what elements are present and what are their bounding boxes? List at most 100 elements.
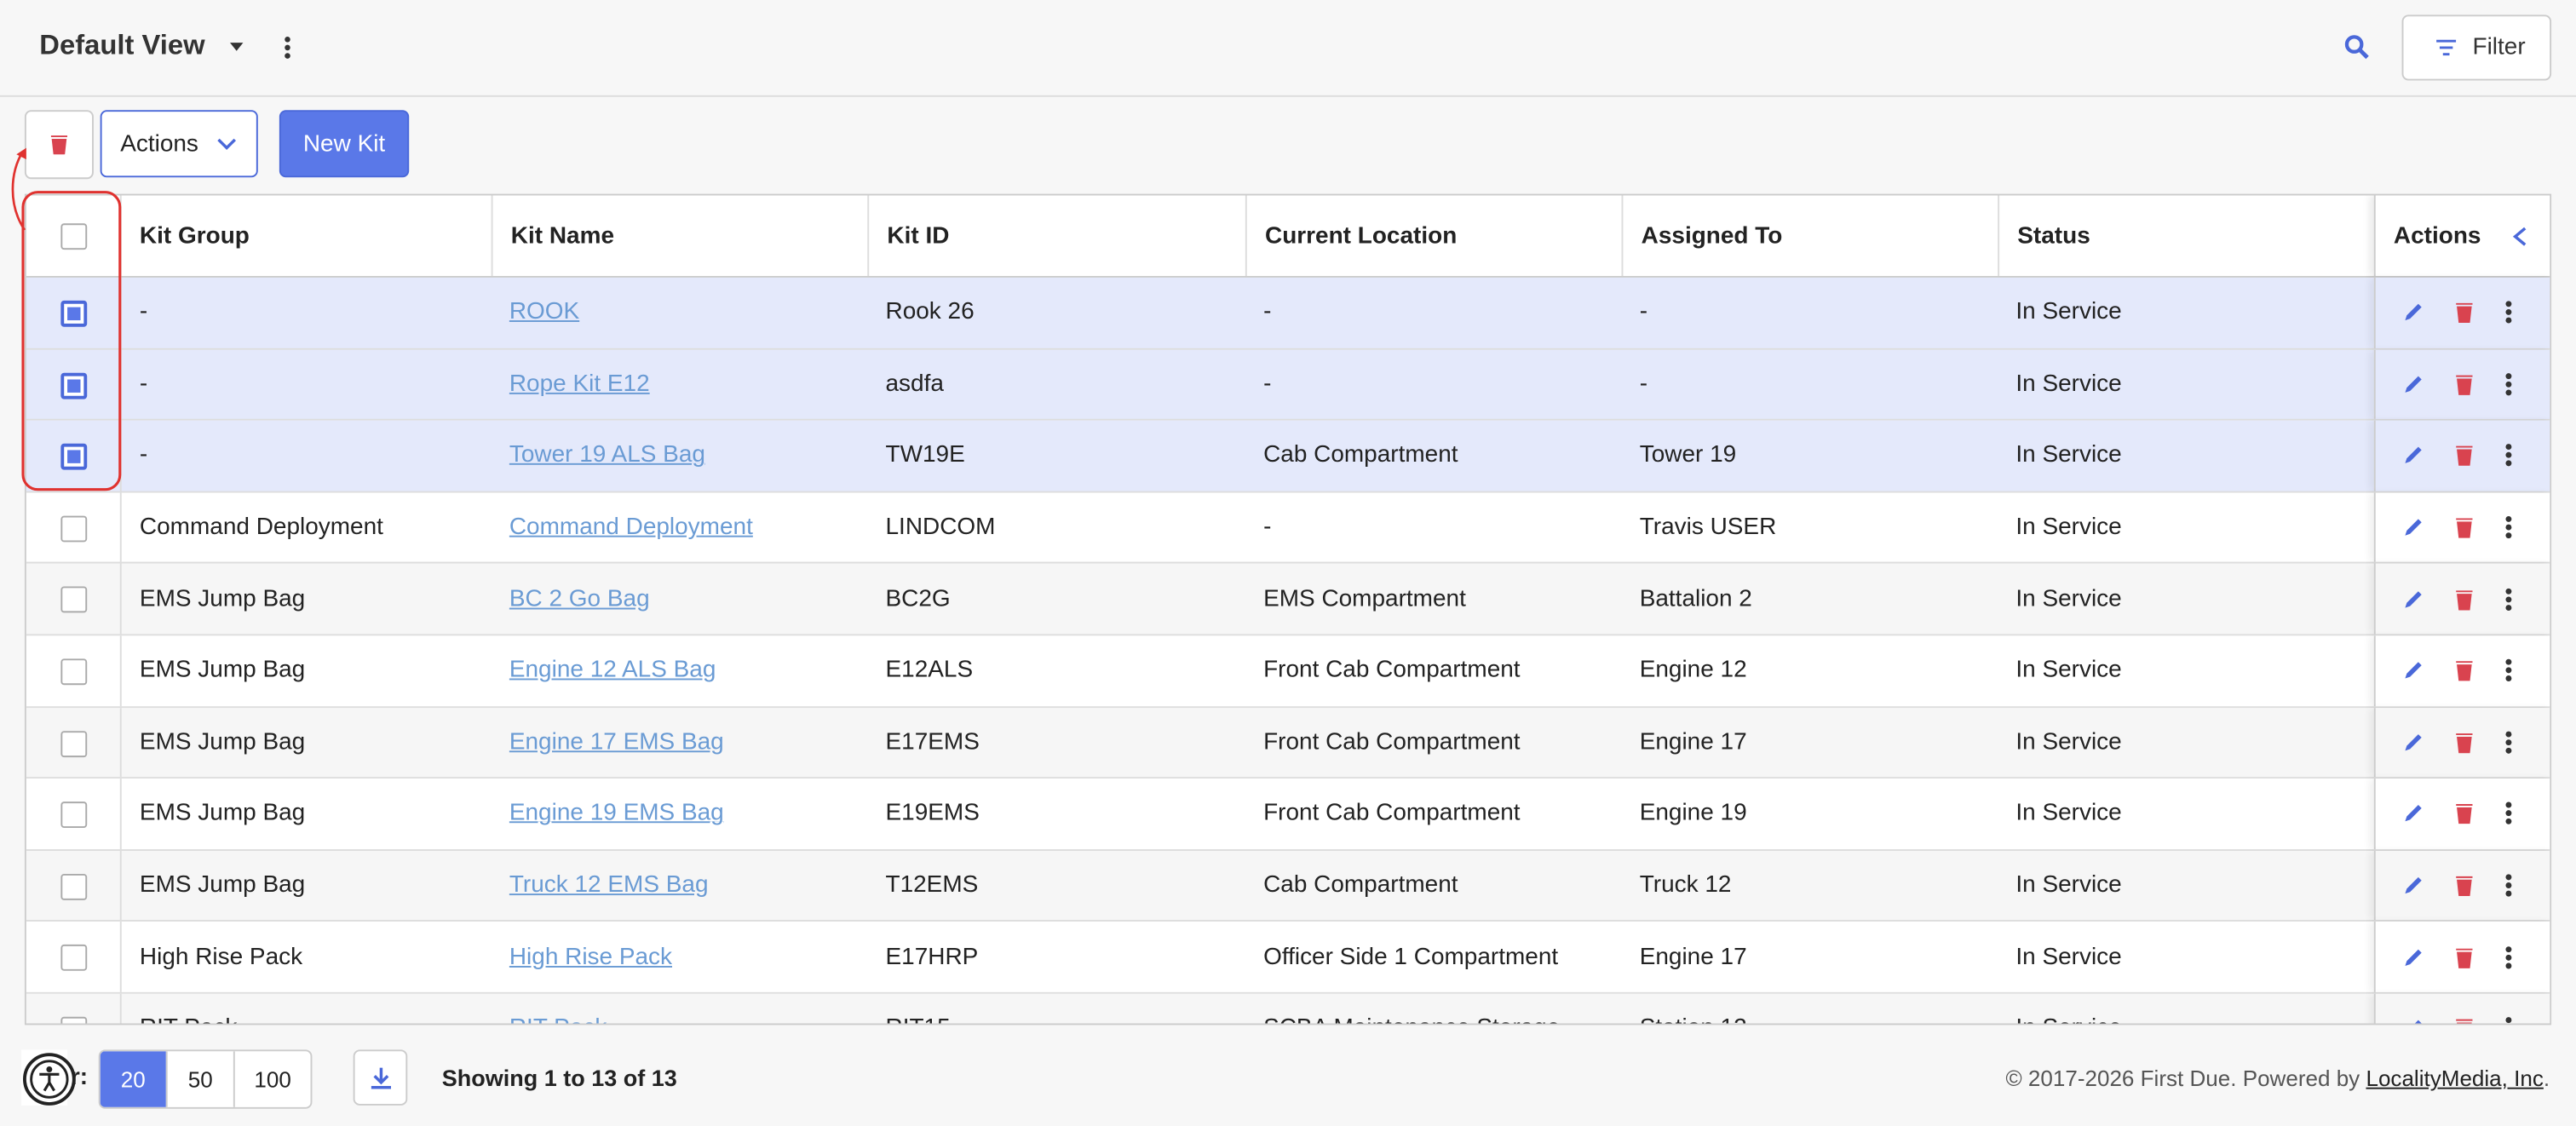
page-size-option[interactable]: 50 — [165, 1051, 233, 1107]
more-icon[interactable] — [2504, 801, 2514, 827]
cell: In Service — [2015, 658, 2122, 684]
edit-icon[interactable] — [2402, 516, 2425, 539]
filter-label: Filter — [2472, 34, 2526, 61]
cell: Command Deployment — [492, 492, 868, 562]
row-checkbox[interactable] — [60, 873, 88, 900]
kit-link[interactable]: Engine 19 EMS Bag — [509, 801, 724, 828]
row-checkbox[interactable] — [60, 730, 88, 757]
more-icon[interactable] — [2504, 658, 2514, 684]
table-row: EMS Jump Bag BC 2 Go Bag BC2G EMS Compartme… — [26, 564, 2550, 636]
more-icon[interactable] — [2504, 443, 2514, 469]
table-row: Command Deployment Command Deployment LIND… — [26, 492, 2550, 565]
company-link[interactable]: LocalityMedia, Inc — [2366, 1066, 2544, 1091]
cell: E17HRP — [885, 944, 979, 971]
download-button[interactable] — [353, 1049, 408, 1106]
more-icon[interactable] — [2504, 872, 2514, 899]
cell: Tower 19 — [1639, 442, 1737, 469]
more-icon[interactable] — [2504, 1015, 2514, 1025]
edit-icon[interactable] — [2402, 302, 2425, 325]
collapse-icon[interactable] — [2510, 224, 2530, 247]
kit-link[interactable]: Rope Kit E12 — [509, 371, 650, 398]
delete-icon[interactable] — [2454, 373, 2474, 396]
cell: Cab Compartment — [1263, 872, 1458, 899]
edit-icon[interactable] — [2402, 588, 2425, 611]
search-icon[interactable] — [2343, 33, 2372, 63]
edit-icon[interactable] — [2402, 874, 2425, 897]
more-icon[interactable] — [2504, 944, 2514, 970]
kit-link[interactable]: BC 2 Go Bag — [509, 585, 650, 612]
cell: Engine 19 — [1639, 801, 1747, 828]
more-icon[interactable] — [2504, 586, 2514, 612]
delete-icon[interactable] — [2454, 731, 2474, 754]
more-icon[interactable] — [2504, 371, 2514, 398]
view-title[interactable]: Default View — [39, 29, 205, 61]
kit-link[interactable]: Engine 17 EMS Bag — [509, 729, 724, 755]
more-icon[interactable] — [2504, 300, 2514, 326]
accessibility-button[interactable] — [21, 1051, 78, 1107]
edit-icon[interactable] — [2402, 945, 2425, 968]
cell: Command Deployment — [119, 492, 492, 563]
column-header: Kit Name — [491, 195, 868, 276]
row-checkbox[interactable] — [60, 515, 88, 543]
row-checkbox[interactable] — [60, 1016, 88, 1024]
cell: In Service — [2015, 729, 2122, 755]
edit-icon[interactable] — [2402, 802, 2425, 825]
table-row: High Rise Pack High Rise Pack E17HRP Office… — [26, 922, 2550, 994]
kit-link[interactable]: ROOK — [509, 299, 580, 326]
cell: EMS Jump Bag — [119, 778, 492, 849]
delete-icon[interactable] — [2454, 445, 2474, 468]
kit-link[interactable]: Tower 19 ALS Bag — [509, 442, 705, 469]
edit-icon[interactable] — [2402, 1017, 2425, 1025]
select-all[interactable] — [60, 223, 88, 250]
delete-button[interactable] — [24, 110, 94, 180]
delete-icon[interactable] — [2454, 874, 2474, 897]
cell: ROOK — [492, 278, 868, 348]
new-kit-button[interactable]: New Kit — [279, 110, 410, 178]
row-checkbox[interactable] — [60, 372, 88, 399]
cell: Truck 12 — [1639, 872, 1732, 899]
cell: - — [1263, 299, 1272, 326]
more-icon[interactable] — [2504, 729, 2514, 755]
view-icons[interactable] — [227, 36, 276, 59]
kit-link[interactable]: Truck 12 EMS Bag — [509, 872, 709, 899]
delete-icon[interactable] — [2454, 945, 2474, 968]
cell: - — [119, 421, 492, 491]
actions-button[interactable]: Actions — [100, 110, 258, 178]
edit-icon[interactable] — [2402, 445, 2425, 468]
delete-icon[interactable] — [2454, 302, 2474, 325]
page-size-option[interactable]: 100 — [233, 1051, 311, 1107]
cell: High Rise Pack — [119, 922, 492, 992]
cell: Rope Kit E12 — [492, 349, 868, 419]
delete-icon[interactable] — [2454, 659, 2474, 682]
cell: Front Cab Compartment — [1263, 658, 1521, 684]
cell: T12EMS — [885, 872, 979, 899]
edit-icon[interactable] — [2402, 731, 2425, 754]
kit-link[interactable]: Engine 12 ALS Bag — [509, 658, 716, 684]
table-row: RIT Pack RIT Pack RIT15SCBA Maintenance St… — [26, 993, 2550, 1025]
cell: Engine 19 EMS Bag — [492, 779, 868, 849]
view-menu[interactable] — [279, 34, 296, 60]
delete-icon[interactable] — [2454, 1017, 2474, 1025]
page-size-group: 20 50 100 — [98, 1049, 313, 1109]
row-actions — [2373, 707, 2550, 778]
cell: RIT15 — [867, 994, 1245, 1023]
edit-icon[interactable] — [2402, 373, 2425, 396]
row-checkbox[interactable] — [60, 444, 88, 470]
row-checkbox[interactable] — [60, 658, 88, 686]
kit-link[interactable]: High Rise Pack — [509, 944, 673, 971]
delete-icon[interactable] — [2454, 516, 2474, 539]
more-icon[interactable] — [2504, 514, 2514, 541]
row-checkbox[interactable] — [60, 587, 88, 614]
row-checkbox[interactable] — [60, 300, 88, 327]
row-checkbox[interactable] — [60, 801, 88, 829]
row-checkbox[interactable] — [60, 945, 88, 972]
kit-link[interactable]: RIT Pack — [509, 1015, 607, 1023]
edit-icon[interactable] — [2402, 659, 2425, 682]
kit-link[interactable]: Command Deployment — [509, 514, 753, 541]
delete-icon[interactable] — [2454, 802, 2474, 825]
trash-icon — [50, 135, 68, 155]
cell: In Service — [2015, 299, 2122, 326]
filter-button[interactable]: Filter — [2401, 14, 2552, 81]
page-size-option[interactable]: 20 — [100, 1051, 166, 1107]
delete-icon[interactable] — [2454, 588, 2474, 611]
